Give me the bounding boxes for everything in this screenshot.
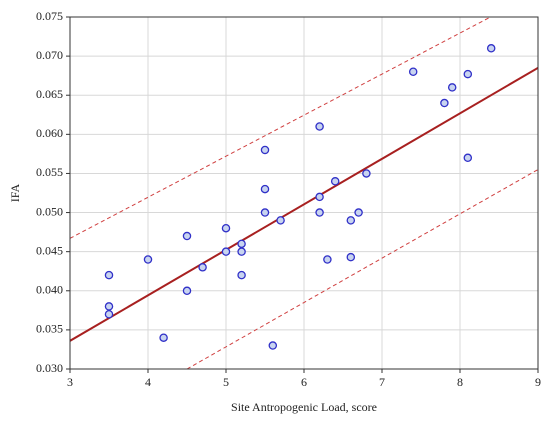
point	[260, 184, 270, 194]
y-tick-label: 0.050	[36, 204, 63, 218]
point	[104, 309, 114, 319]
x-tick-label: 6	[301, 375, 307, 389]
point	[486, 44, 496, 53]
y-axis-label: IFA	[8, 183, 22, 202]
x-tick-label: 5	[223, 375, 229, 389]
point	[104, 302, 114, 311]
point	[362, 169, 371, 178]
point	[143, 255, 153, 264]
point	[408, 67, 418, 77]
x-tick-label: 9	[535, 375, 541, 389]
x-tick-label: 4	[145, 375, 151, 389]
point	[260, 208, 270, 217]
point	[346, 252, 356, 262]
y-tick-label: 0.065	[36, 87, 63, 101]
lower-confidence-band	[186, 169, 538, 369]
point	[237, 270, 246, 280]
point	[346, 216, 356, 225]
y-tick-label: 0.075	[36, 9, 63, 23]
x-tick-label: 3	[67, 375, 73, 389]
point	[354, 208, 363, 217]
x-axis-label: Site Antropogenic Load, score	[231, 400, 377, 414]
point	[260, 145, 270, 155]
ticks: 0.030 0.035 0.040 0.045 0.050 0.055 0.060 0.065…	[36, 9, 541, 389]
point	[104, 270, 114, 280]
x-tick-label: 7	[379, 375, 385, 389]
points	[104, 44, 496, 350]
lines	[70, 17, 538, 369]
point	[221, 223, 231, 233]
point	[323, 255, 332, 264]
y-tick-label: 0.070	[36, 48, 63, 62]
point	[447, 83, 457, 92]
point	[268, 341, 278, 350]
point	[159, 333, 168, 342]
point	[463, 153, 473, 163]
point	[237, 247, 246, 256]
y-tick-label: 0.060	[36, 126, 63, 140]
y-tick-label: 0.030	[36, 361, 63, 375]
point	[221, 247, 231, 256]
regression-line	[70, 66, 538, 342]
point	[315, 208, 324, 217]
grid	[69, 16, 539, 370]
point	[182, 286, 192, 296]
point	[182, 231, 192, 241]
y-tick-label: 0.055	[36, 165, 63, 179]
point	[330, 177, 340, 186]
point	[198, 263, 207, 272]
point	[237, 239, 246, 249]
y-tick-label: 0.035	[36, 322, 63, 336]
point	[276, 216, 285, 225]
point	[440, 98, 449, 108]
point	[463, 69, 473, 79]
y-tick-label: 0.040	[36, 283, 63, 297]
x-tick-label: 8	[457, 375, 463, 389]
y-tick-label: 0.045	[36, 243, 63, 257]
point	[315, 122, 324, 131]
point	[315, 192, 324, 202]
